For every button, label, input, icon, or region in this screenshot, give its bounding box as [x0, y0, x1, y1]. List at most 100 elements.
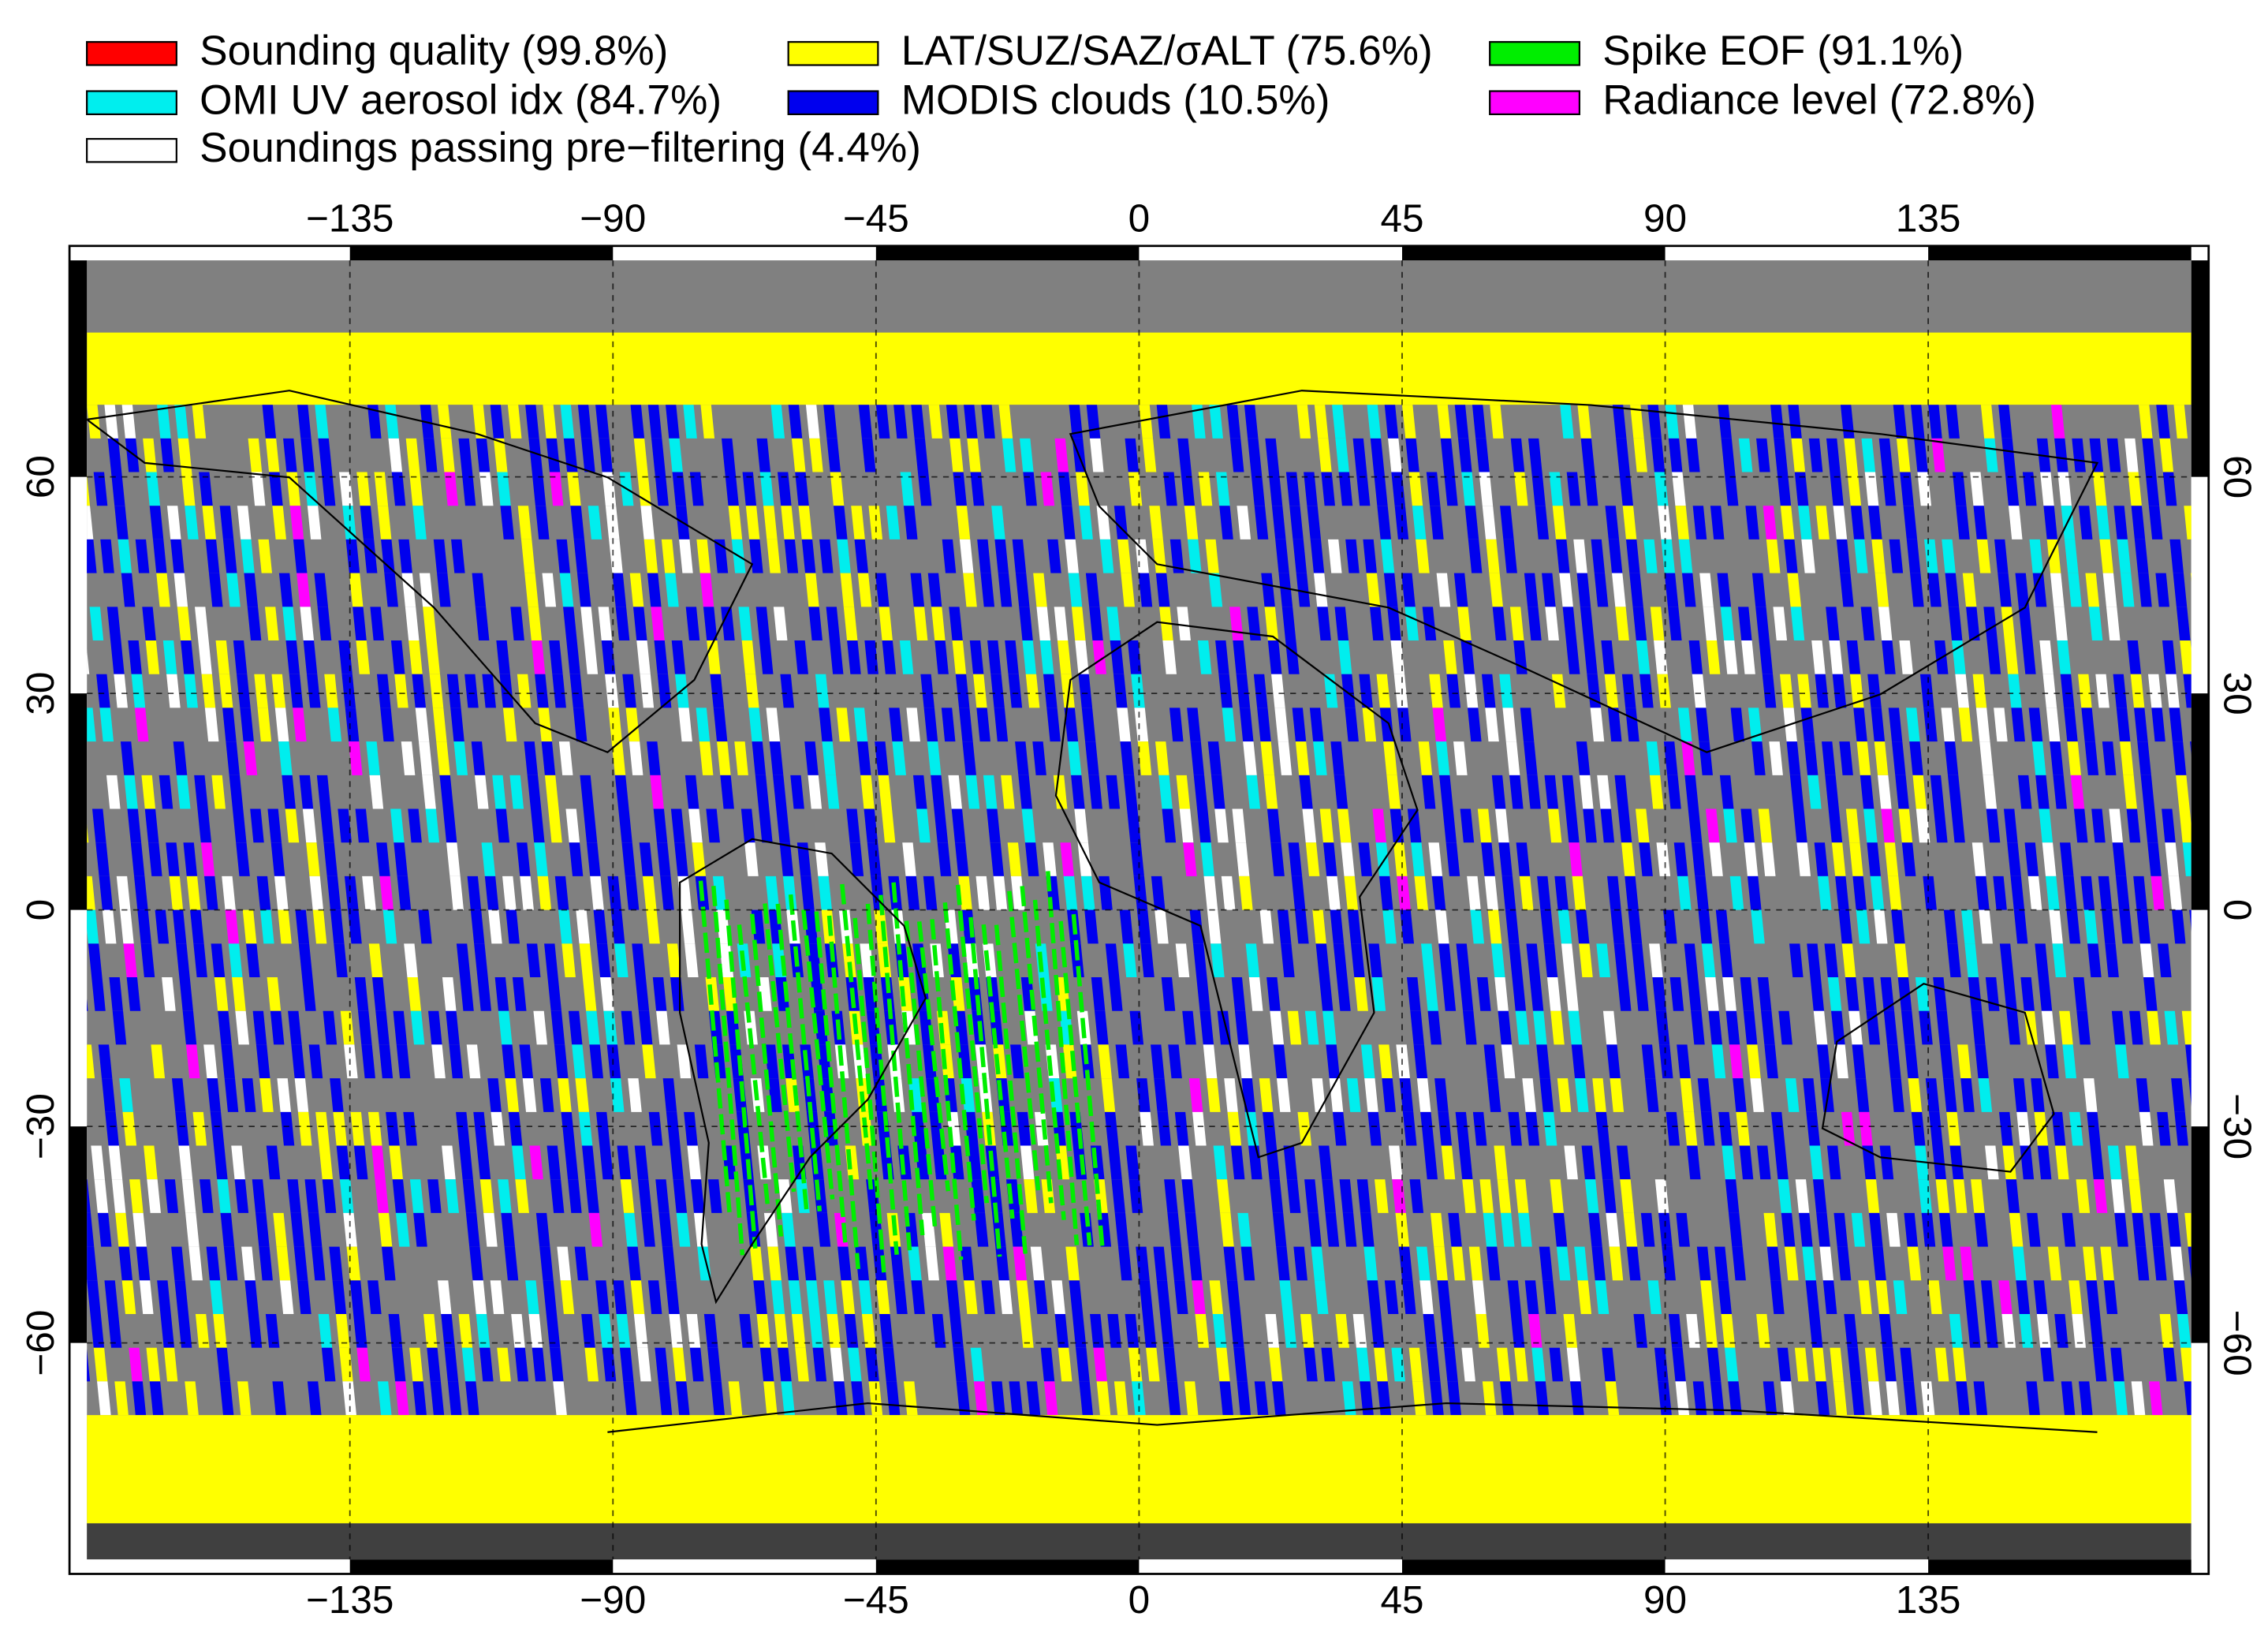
swath: [1928, 1280, 1942, 1315]
swath: [1678, 539, 1693, 573]
swath: [1756, 438, 1770, 472]
legend-swatch: [787, 90, 879, 115]
swath: [219, 506, 234, 539]
swath: [2211, 775, 2225, 809]
coast: [1821, 982, 2055, 1173]
swath: [2210, 943, 2225, 977]
swath: [1500, 506, 1514, 539]
swath: [2164, 1010, 2179, 1045]
swath: [2107, 1145, 2122, 1180]
swath: [753, 1280, 767, 1315]
swath: [1071, 607, 1086, 641]
swath: [216, 1347, 231, 1382]
swath: [2100, 1246, 2114, 1281]
swath: [252, 1179, 267, 1213]
swath: [2265, 1314, 2268, 1348]
swath: [1237, 1212, 1252, 1247]
swath: [2068, 1111, 2083, 1146]
swath: [638, 1010, 653, 1045]
swath: [460, 977, 474, 1011]
swath: [2179, 808, 2192, 843]
swath: [1706, 640, 1721, 674]
swath: [459, 1145, 473, 1180]
swath: [1636, 640, 1651, 674]
swath: [1975, 707, 1990, 742]
swath: [1576, 573, 1591, 607]
swath: [502, 876, 517, 910]
swath: [1125, 1314, 1140, 1348]
swath: [1798, 506, 1812, 539]
swath: [235, 1010, 249, 1045]
swath: [1751, 909, 1765, 944]
swath: [441, 438, 455, 472]
swath: [1868, 1212, 1883, 1247]
swath: [458, 438, 473, 472]
swath: [1387, 607, 1401, 641]
swath: [202, 506, 217, 539]
swath: [1860, 607, 1875, 641]
swath: [1848, 1010, 1863, 1045]
swath: [87, 405, 101, 439]
swath: [1110, 640, 1125, 674]
swath: [1288, 842, 1303, 876]
swath: [1254, 506, 1269, 539]
swath: [1010, 1044, 1024, 1079]
swath: [1807, 775, 1822, 809]
swath: [1460, 640, 1475, 674]
swath: [1880, 977, 1895, 1011]
swath: [91, 977, 106, 1011]
swath: [882, 640, 897, 674]
swath: [1859, 1111, 1873, 1146]
swath: [2163, 1179, 2178, 1213]
swath: [114, 506, 129, 539]
swath: [791, 438, 806, 472]
swath: [763, 903, 796, 1193]
swath: [1467, 707, 1482, 742]
swath: [97, 1381, 111, 1416]
swath: [1882, 1347, 1897, 1382]
swath: [1401, 573, 1416, 607]
swath: [728, 506, 743, 539]
swath: [200, 842, 215, 876]
swath: [1156, 405, 1171, 439]
swath: [2105, 943, 2119, 978]
swath: [1972, 674, 1987, 708]
swath: [87, 707, 96, 742]
legend-label: Radiance level (72.8%): [1602, 77, 2036, 123]
swath: [1485, 707, 1499, 742]
swath: [2037, 1145, 2052, 1180]
swath: [1229, 1314, 1244, 1348]
swath: [176, 775, 191, 809]
swath: [1579, 775, 1594, 809]
swath: [1673, 842, 1688, 876]
y-tick-label: 30: [19, 672, 62, 715]
swath: [1564, 1145, 1578, 1180]
swath: [1420, 943, 1435, 978]
swath: [321, 1347, 336, 1382]
swath: [1546, 977, 1561, 1011]
swath: [913, 607, 928, 641]
swath: [350, 1111, 365, 1146]
swath: [1815, 1381, 1830, 1416]
swath: [2171, 1078, 2185, 1112]
swath: [805, 1280, 820, 1315]
swath: [2134, 707, 2148, 742]
swath: [358, 1010, 372, 1045]
swath: [1542, 1111, 1557, 1146]
swath: [865, 903, 899, 1255]
swath: [1289, 506, 1304, 539]
swath: [1764, 1044, 1778, 1079]
swath: [442, 808, 457, 843]
swath: [711, 886, 745, 1256]
swath: [1984, 438, 1998, 472]
swath: [1136, 1078, 1151, 1112]
swath: [391, 472, 406, 506]
swath: [1393, 674, 1408, 708]
swath: [2225, 741, 2239, 775]
swath: [1516, 842, 1531, 876]
swath: [2153, 1246, 2167, 1281]
swath: [2218, 842, 2232, 876]
swath: [951, 808, 966, 843]
swath: [1740, 808, 1755, 843]
swath: [1641, 1044, 1656, 1079]
